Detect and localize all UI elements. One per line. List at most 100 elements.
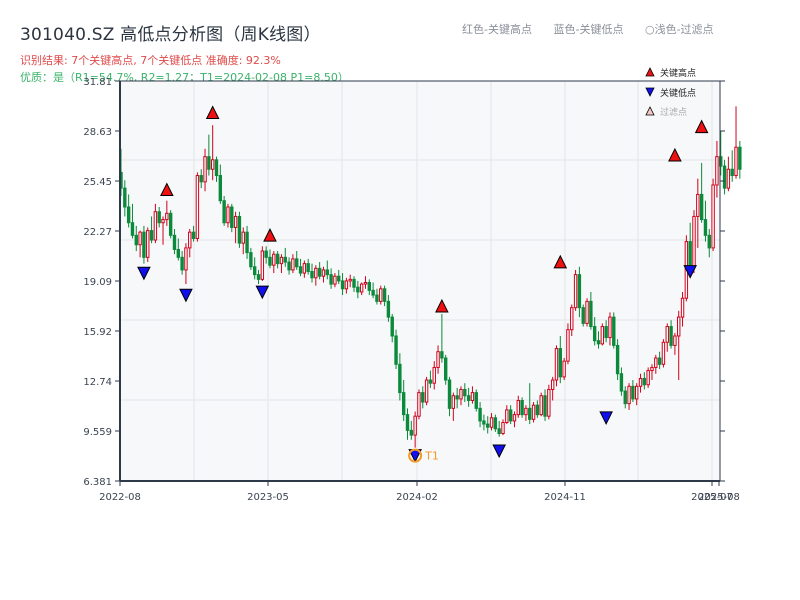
candle-up [279,256,284,265]
candle-up [550,379,555,390]
candle-down [497,428,501,435]
candle-down [520,399,524,416]
candle-up [734,146,738,177]
candle-up [233,215,238,228]
candle-up [363,282,368,285]
candle-down [337,275,341,282]
candle-down [249,252,253,268]
candle-up [654,357,658,368]
candle-down [317,267,322,277]
candle-down [287,261,291,271]
y-tick-label: 31.81 [83,77,112,88]
candle-down [612,316,616,346]
candle-up [184,247,188,271]
candle-up [516,399,520,416]
candle-up [188,231,192,249]
y-tick-label: 28.63 [83,127,112,138]
candle-down [356,286,360,293]
candle-down [214,159,219,177]
key-high-marker [205,105,220,119]
candle-up [680,297,685,318]
color-legend: 红色-关键高点 蓝色-关键低点 ○浅色-过滤点 [462,21,714,37]
candle-up [638,377,643,387]
y-tick-label: 19.09 [83,277,112,288]
key-high-marker [694,119,709,134]
candle-down [669,326,673,346]
candle-down [264,250,268,258]
legend-blue-low: 蓝色-关键低点 [553,23,624,36]
candle-up [333,275,337,285]
y-tick-label: 6.381 [83,477,112,488]
x-tick-label: 2023-05 [247,492,289,503]
key-low-marker [137,266,151,281]
x-tick-label: 2025-07 [691,492,733,503]
t1-label: T1 [424,450,439,463]
candle-down [558,348,562,378]
candle-down [604,326,608,339]
candle-up [573,274,578,309]
candle-down [295,258,299,268]
candle-up [146,230,150,258]
candle-up [661,341,666,365]
candle-down [191,231,196,239]
candle-up [665,326,669,343]
candle-up [501,421,505,435]
key-low-marker [492,444,506,459]
candle-down [642,377,647,386]
t1-ring-marker [408,448,423,463]
candle-up [673,335,677,346]
legend-high-icon [645,67,655,77]
candle-up [646,370,650,386]
candle-down [592,326,597,342]
candle-up [195,175,200,239]
candle-up [302,263,307,274]
chart-title: 301040.SZ 高低点分析图（周K线图） [20,25,321,45]
candle-down [386,300,391,318]
candle-down [631,385,635,400]
candle-down [218,175,223,202]
candle-down [455,395,459,400]
y-tick-label: 15.92 [83,327,112,338]
y-tick-label: 9.559 [83,427,112,438]
pivot-markers: T1 [137,105,709,463]
x-tick-label: 2024-11 [544,492,586,503]
candle-up [524,407,528,416]
candle-down [298,266,303,274]
candle-down [401,392,406,416]
candle-up [359,283,364,293]
plot-area [120,81,720,481]
key-high-marker [263,228,277,242]
candle-down [123,187,127,208]
candle-up [165,212,169,221]
key-high-marker [553,254,568,269]
candle-up [608,316,612,339]
candle-down [619,373,624,392]
candle-up [489,417,494,428]
candle-up [512,414,517,422]
candle-up [470,392,475,401]
candle-up [321,269,326,277]
candle-down [275,253,280,265]
candle-up [138,231,142,246]
candle-down [222,200,226,224]
candle-up [711,184,715,249]
candle-down [535,404,540,416]
candle-down [577,274,582,309]
key-high-marker [435,298,449,313]
candle-down [699,193,704,221]
candle-up [585,300,589,324]
candle-down [722,165,727,189]
candle-up [241,231,245,244]
candle-down [398,363,402,394]
candle-up [650,366,654,372]
candle-down [149,230,154,241]
candle-down [707,234,711,249]
axes: 31.81 28.63 25.45 22.27 19.09 15.92 12.74 9.559… [83,77,740,503]
y-tick-label: 22.27 [83,227,112,238]
candle-down [409,429,414,436]
candle-down [130,222,135,236]
candle-up [153,211,158,241]
x-tick-label: 2022-08 [99,492,141,503]
candle-up [203,156,207,183]
